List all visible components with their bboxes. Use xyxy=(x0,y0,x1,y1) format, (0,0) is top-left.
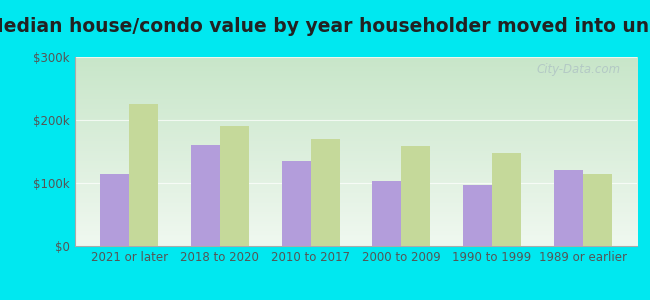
Bar xyxy=(401,146,430,246)
Bar xyxy=(554,170,582,246)
Bar xyxy=(129,104,158,246)
Bar xyxy=(492,153,521,246)
Text: City-Data.com: City-Data.com xyxy=(536,63,620,76)
Bar xyxy=(372,181,401,246)
Bar xyxy=(311,139,339,246)
Bar xyxy=(281,161,311,246)
Bar xyxy=(191,145,220,246)
Bar xyxy=(582,173,612,246)
Bar xyxy=(220,126,249,246)
Bar xyxy=(100,173,129,246)
Text: Median house/condo value by year householder moved into unit: Median house/condo value by year househo… xyxy=(0,16,650,35)
Bar xyxy=(463,185,492,246)
